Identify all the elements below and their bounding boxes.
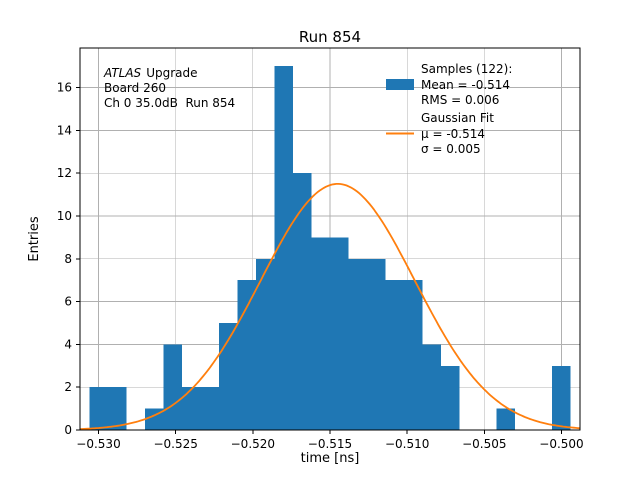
- y-tick-label: 10: [57, 209, 72, 223]
- legend-item-rms: RMS = 0.006: [421, 93, 499, 107]
- y-tick-label: 16: [57, 81, 72, 95]
- histogram-bar: [237, 280, 256, 430]
- histogram-bar: [422, 344, 442, 430]
- histogram-bar: [218, 323, 238, 430]
- legend-item-sigma: σ = 0.005: [421, 142, 481, 156]
- x-axis-label: time [ns]: [301, 451, 360, 466]
- legend-item-mean: Mean = -0.514: [421, 78, 510, 92]
- legend-handle-histogram-patch: [386, 79, 414, 90]
- legend-title: Samples (122):: [421, 62, 512, 76]
- y-axis-label: Entries: [27, 216, 42, 262]
- x-tick-label: −0.515: [308, 437, 352, 451]
- histogram-bar: [89, 387, 108, 430]
- histogram-bar: [348, 258, 386, 430]
- histogram-bar: [311, 237, 349, 430]
- y-tick-label: 2: [64, 380, 72, 394]
- legend-item-mu: μ = -0.514: [421, 127, 485, 141]
- annotation-block: ATLAS Upgrade Board 260 Ch 0 35.0dB Run 8…: [103, 66, 235, 110]
- histogram-bar: [293, 173, 312, 430]
- histogram-bar: [441, 365, 460, 430]
- annotation-line-1: ATLAS Upgrade: [103, 66, 198, 80]
- x-tick-label: −0.525: [153, 437, 197, 451]
- x-tick-label: −0.510: [385, 437, 429, 451]
- histogram-bars: [89, 66, 571, 430]
- histogram-bar: [496, 408, 516, 430]
- annotation-line-2: Board 260: [104, 81, 166, 95]
- histogram-bar: [274, 66, 293, 430]
- x-tick-label: −0.505: [462, 437, 506, 451]
- y-tick-label: 0: [64, 423, 72, 437]
- grid: [80, 48, 580, 431]
- y-tick-label: 8: [64, 252, 72, 266]
- axes-area: −0.530 −0.525 −0.520 −0.515 −0.510 −0.505 −0.5…: [57, 47, 584, 451]
- histogram-bar: [255, 258, 275, 430]
- legend: Samples (122): Mean = -0.514 RMS = 0.006…: [386, 62, 512, 156]
- histogram-bar: [181, 387, 219, 430]
- y-tick-label: 12: [57, 166, 72, 180]
- x-tick-label: −0.530: [76, 437, 120, 451]
- x-tick-label: −0.500: [539, 437, 583, 451]
- histogram-bar: [107, 387, 127, 430]
- histogram-bar: [385, 280, 423, 430]
- chart-title: Run 854: [299, 28, 361, 46]
- y-tick-label: 4: [64, 337, 72, 351]
- annotation-line-3: Ch 0 35.0dB Run 854: [104, 96, 235, 110]
- y-tick-label: 6: [64, 295, 72, 309]
- annotation-upgrade: Upgrade: [146, 66, 197, 80]
- ticks: −0.530 −0.525 −0.520 −0.515 −0.510 −0.505 −0.5…: [57, 81, 584, 451]
- histogram-bar: [163, 344, 182, 430]
- legend-item-gauss-fit: Gaussian Fit: [421, 111, 494, 125]
- gaussian-fit-line: [79, 183, 581, 430]
- histogram-bar: [552, 365, 571, 430]
- annotation-atlas-italic: ATLAS: [103, 66, 142, 80]
- x-tick-label: −0.520: [231, 437, 275, 451]
- y-tick-label: 14: [57, 123, 72, 137]
- legend-handles: [386, 79, 414, 135]
